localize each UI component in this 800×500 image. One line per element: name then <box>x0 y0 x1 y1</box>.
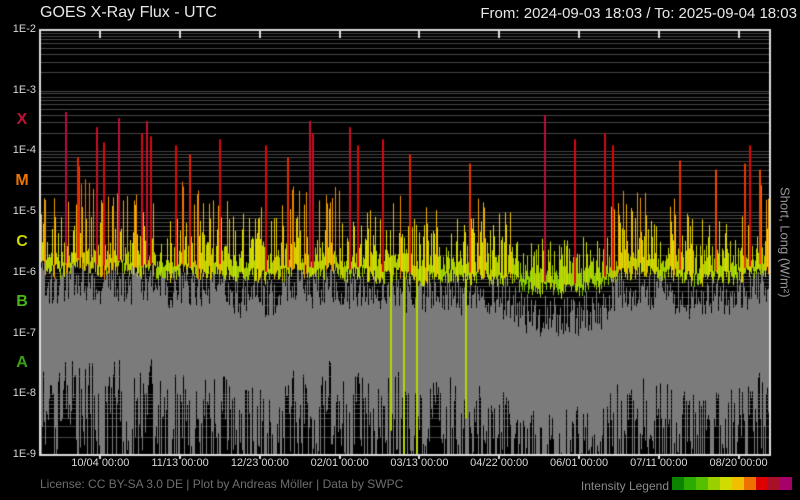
x-tick-label-4: 02/01 00:00 <box>310 457 369 469</box>
y-tick-label-1e-4: 1E-4 <box>12 144 36 157</box>
intensity-legend-gradient-bar <box>672 477 792 495</box>
intensity-legend: Intensity Legend <box>581 477 792 495</box>
y-tick-label-1e-6: 1E-6 <box>12 265 36 278</box>
flare-class-label-x: X <box>16 111 28 129</box>
legend-color-segment-1 <box>672 477 684 490</box>
legend-color-segment-3 <box>696 477 708 490</box>
chart-title: GOES X-Ray Flux - UTC <box>40 4 217 21</box>
x-tick-label-2: 11/13 00:00 <box>151 457 209 469</box>
x-tick-label-9: 08/20 00:00 <box>709 457 768 469</box>
y-tick-label-1e-2: 1E-2 <box>12 23 36 35</box>
license-credit-text: License: CC BY-SA 3.0 DE | Plot by Andre… <box>40 477 404 491</box>
x-tick-label-8: 07/11 00:00 <box>630 457 688 469</box>
flare-class-label-a: A <box>16 353 28 371</box>
right-axis-unit-label: Short, Long (W/m²) <box>777 187 793 298</box>
y-tick-label-1e-9: 1E-9 <box>12 448 36 460</box>
legend-color-segment-4 <box>708 477 720 490</box>
y-tick-label-1e-3: 1E-3 <box>12 83 36 96</box>
x-tick-label-1: 10/04 00:00 <box>71 457 130 469</box>
x-tick-label-5: 03/13 00:00 <box>390 457 449 469</box>
legend-color-segment-6 <box>732 477 744 490</box>
y-tick-label-1e-5: 1E-5 <box>12 205 36 218</box>
legend-color-segment-8 <box>756 477 768 490</box>
legend-color-segment-10 <box>780 477 792 490</box>
legend-color-segment-2 <box>684 477 696 490</box>
flare-class-label-m: M <box>15 171 29 189</box>
intensity-legend-label: Intensity Legend <box>580 479 669 493</box>
y-tick-label-1e-7: 1E-7 <box>12 326 36 339</box>
y-tick-label-1e-8: 1E-8 <box>12 387 36 400</box>
legend-color-segment-9 <box>768 477 780 490</box>
flare-class-label-b: B <box>16 293 28 311</box>
legend-color-segment-7 <box>744 477 756 490</box>
date-range-label: From: 2024-09-03 18:03 / To: 2025-09-04 … <box>480 5 797 22</box>
x-tick-label-6: 04/22 00:00 <box>470 457 529 469</box>
x-tick-label-7: 06/01 00:00 <box>549 457 609 469</box>
legend-color-segment-5 <box>720 477 732 490</box>
flare-class-label-c: C <box>16 232 28 250</box>
x-tick-label-3: 12/23 00:00 <box>230 457 289 469</box>
